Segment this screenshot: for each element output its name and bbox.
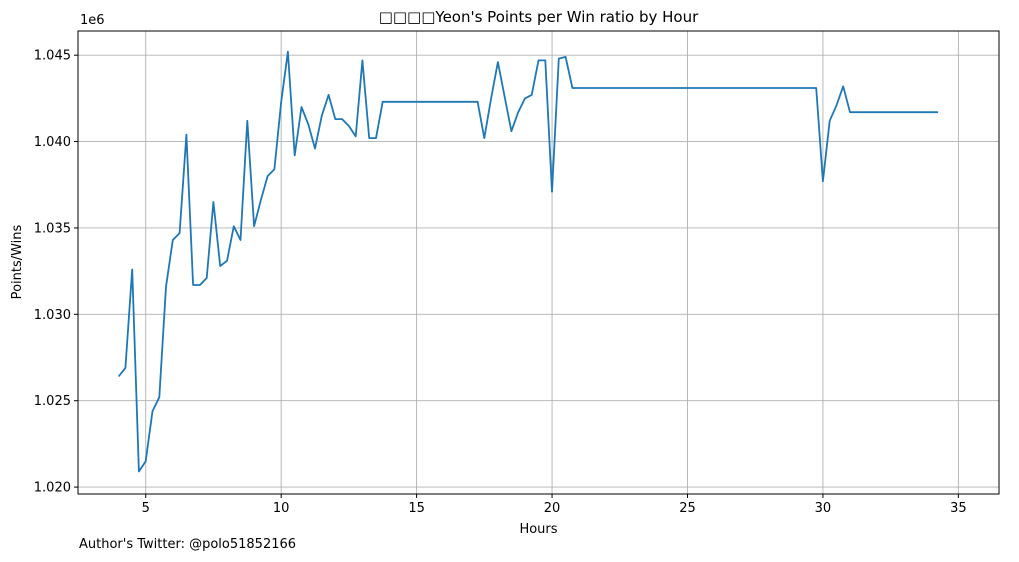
y-tick-label: 1.030 — [34, 308, 71, 323]
x-tick-label: 20 — [544, 501, 561, 516]
y-tick-label: 1.040 — [34, 135, 71, 150]
x-tick-label: 35 — [950, 501, 967, 516]
x-axis-ticks: 5 10 15 20 25 30 35 — [142, 494, 967, 516]
x-tick-label: 5 — [142, 501, 150, 516]
x-tick-label: 30 — [815, 501, 832, 516]
x-axis-label: Hours — [519, 522, 557, 537]
y-offset-label: 1e6 — [80, 13, 105, 28]
y-tick-label: 1.035 — [34, 221, 71, 236]
author-credit: Author's Twitter: @polo51852166 — [79, 537, 297, 552]
y-tick-label: 1.025 — [34, 394, 71, 409]
grid-lines — [78, 31, 999, 494]
y-axis-ticks: 1.020 1.025 1.030 1.035 1.040 1.045 — [34, 49, 78, 496]
y-axis-label: Points/Wins — [10, 224, 25, 299]
series-line — [117, 50, 939, 473]
y-tick-label: 1.045 — [34, 49, 71, 64]
y-tick-label: 1.020 — [34, 481, 71, 496]
x-tick-label: 25 — [679, 501, 696, 516]
chart-title: □□□□Yeon's Points per Win ratio by Hour — [379, 8, 699, 26]
x-tick-label: 10 — [273, 501, 290, 516]
axes-frame — [77, 30, 1000, 495]
x-tick-label: 15 — [408, 501, 425, 516]
